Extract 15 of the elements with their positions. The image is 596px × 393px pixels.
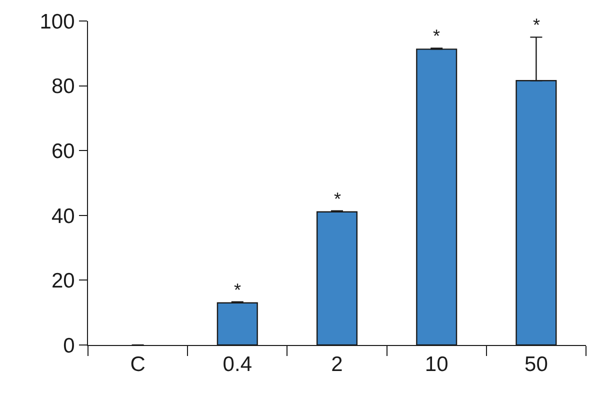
x-tick-label: C	[130, 353, 146, 376]
y-tick-label: 20	[51, 270, 75, 293]
y-tick-label: 0	[63, 334, 75, 358]
x-tick-label: 50	[524, 353, 548, 376]
annotation: *	[334, 189, 342, 209]
annotation: *	[433, 26, 440, 46]
annotation: *	[234, 280, 242, 300]
y-tick-label: 100	[40, 10, 75, 34]
x-tick-label: 0.4	[222, 353, 252, 376]
x-tick-label: 2	[331, 353, 343, 376]
y-tick-label: 40	[51, 204, 75, 228]
x-tick-label: 10	[424, 353, 448, 376]
y-tick-label: 60	[51, 140, 75, 163]
y-tick-label: 80	[51, 75, 75, 98]
annotation: *	[533, 15, 540, 35]
